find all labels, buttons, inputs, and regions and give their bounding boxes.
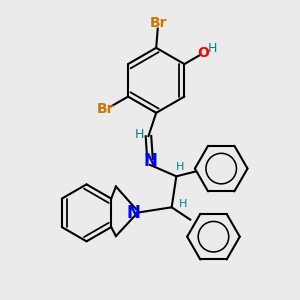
Text: O: O [198,46,210,60]
Text: N: N [143,152,157,170]
Text: Br: Br [97,102,114,116]
Text: H: H [207,42,217,55]
Text: N: N [127,204,140,222]
Text: H: H [134,128,144,141]
Text: Br: Br [150,16,167,30]
Text: H: H [176,162,184,172]
Text: H: H [179,199,188,209]
